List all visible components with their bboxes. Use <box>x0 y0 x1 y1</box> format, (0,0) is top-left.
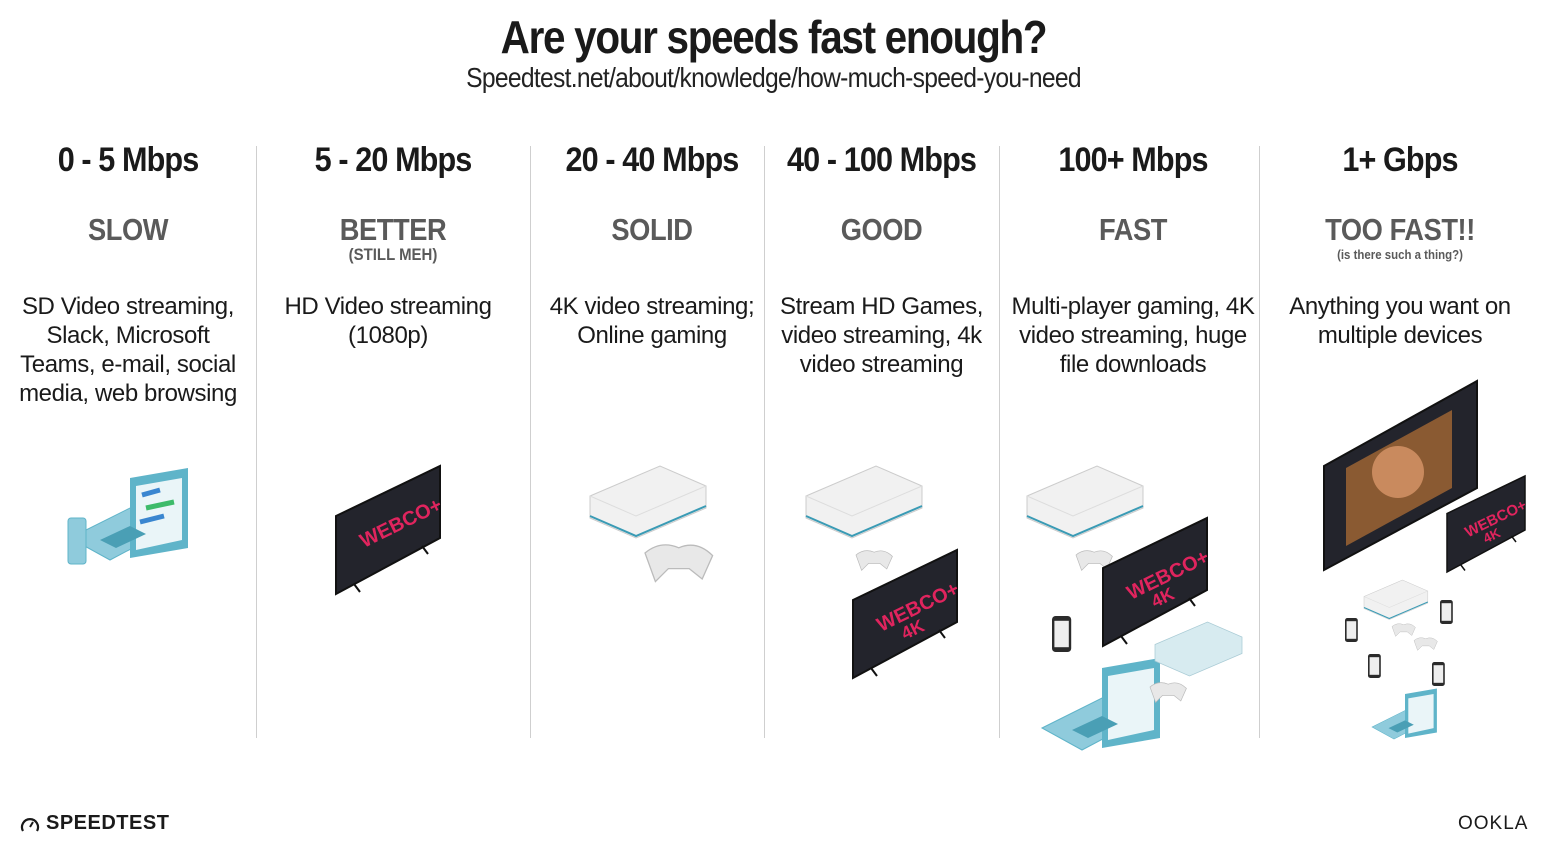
tier-description: HD Video streaming (1080p) <box>284 293 492 349</box>
column-divider <box>256 146 257 738</box>
tier-description: Stream HD Games, video streaming, 4k vid… <box>780 293 983 378</box>
phone-icon <box>1345 618 1358 642</box>
phone-icon <box>1440 600 1453 624</box>
page-title: Are your speeds fast enough? <box>500 11 1048 63</box>
phone-icon <box>1368 654 1381 678</box>
tier-rating: FAST <box>1099 212 1167 247</box>
tier-rating: GOOD <box>840 212 923 247</box>
game-controller-icon <box>644 544 714 583</box>
tier-too-fast: 1+ Gbps TOO FAST!! (is there such a thin… <box>1259 140 1541 264</box>
tier-speed: 20 - 40 Mbps <box>565 141 740 179</box>
speedometer-icon <box>20 817 40 832</box>
laptop-icon <box>69 467 189 561</box>
phone-icon <box>1052 616 1072 652</box>
speedtest-wordmark: SPEEDTEST <box>46 812 170 834</box>
tier-note: (STILL MEH) <box>348 245 438 264</box>
tier-rating: BETTER <box>339 212 447 247</box>
tier-description: SD Video streaming, Slack, Microsoft Tea… <box>19 293 237 407</box>
game-controller-icon <box>1149 682 1187 703</box>
tier-good: 40 - 100 Mbps GOOD <box>764 140 999 246</box>
game-console-icon <box>1154 621 1243 677</box>
tv-4k-icon: WEBCO+ 4K <box>852 549 963 679</box>
game-controller-icon <box>1413 637 1438 651</box>
ookla-logo: OOKLA <box>1458 813 1529 834</box>
tier-slow: 0 - 5 Mbps SLOW <box>0 140 256 246</box>
tier-rating: SOLID <box>611 212 693 247</box>
tier-note: (is there such a thing?) <box>1337 247 1463 262</box>
speedtest-logo: SPEEDTEST <box>20 812 169 835</box>
tier-rating: TOO FAST!! <box>1325 212 1475 247</box>
source-url: Speedtest.net/about/knowledge/how-much-s… <box>466 62 1081 93</box>
game-console-icon <box>805 465 923 539</box>
column-divider <box>764 146 765 738</box>
tier-rating: SLOW <box>87 212 169 247</box>
tier-description: 4K video streaming; Online gaming <box>549 293 755 349</box>
tv-movie-icon <box>1323 379 1478 572</box>
column-divider <box>530 146 531 738</box>
tv-icon: WEBCO+ <box>335 465 446 595</box>
game-console-icon <box>1363 579 1429 621</box>
game-console-icon <box>589 465 707 539</box>
tv-4k-icon: WEBCO+ 4K <box>1446 475 1530 573</box>
column-divider <box>999 146 1000 738</box>
tier-description: Anything you want on multiple devices <box>1289 293 1511 349</box>
chat-lines-icon <box>139 487 175 525</box>
tv-4k-label: 4K <box>1481 525 1503 546</box>
tier-speed: 5 - 20 Mbps <box>314 141 473 179</box>
tv-4k-icon: WEBCO+ 4K <box>1102 517 1213 647</box>
tier-solid: 20 - 40 Mbps SOLID <box>530 140 774 246</box>
tier-fast: 100+ Mbps FAST <box>999 140 1267 246</box>
game-console-icon <box>1026 465 1144 539</box>
tier-speed: 40 - 100 Mbps <box>787 141 977 179</box>
game-controller-icon <box>1391 623 1416 637</box>
phone-icon <box>67 517 87 565</box>
tier-better: 5 - 20 Mbps BETTER (STILL MEH) <box>256 140 530 264</box>
laptop-icon <box>1041 657 1161 751</box>
tier-speed: 0 - 5 Mbps <box>57 141 200 179</box>
tier-speed: 100+ Mbps <box>1058 141 1208 179</box>
tier-description: Multi-player gaming, 4K video streaming,… <box>1011 293 1255 378</box>
game-controller-icon <box>855 550 893 571</box>
laptop-icon <box>1371 688 1438 740</box>
phone-icon <box>1432 662 1445 686</box>
tier-speed: 1+ Gbps <box>1342 141 1458 179</box>
column-divider <box>1259 146 1260 738</box>
